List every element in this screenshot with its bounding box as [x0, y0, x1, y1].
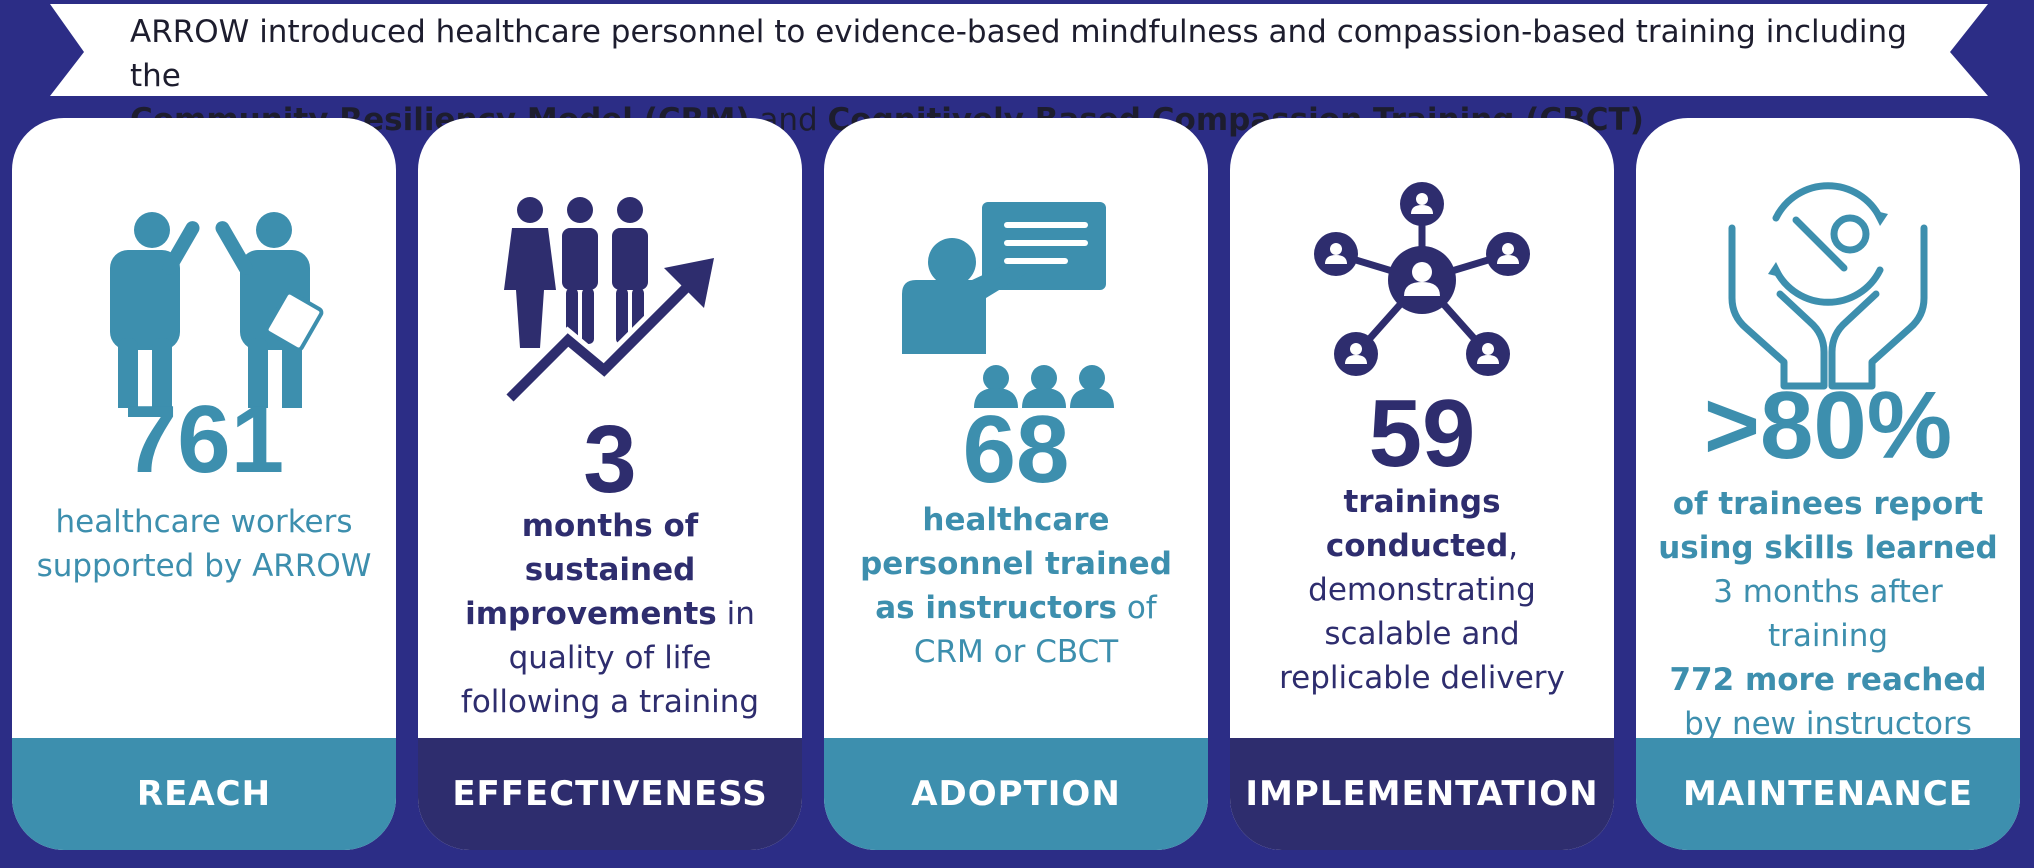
network-icon [1314, 182, 1530, 376]
footer-label: MAINTENANCE [1636, 738, 2020, 850]
stat-description-bold: trainings conducted [1325, 484, 1509, 564]
stat-description-bold-2: 772 more reached [1669, 662, 1987, 698]
stat-value: 59 [1368, 380, 1476, 487]
footer-label: ADOPTION [824, 738, 1208, 850]
banner-ribbon-shape [50, 4, 1988, 96]
stat-description: healthcare personnel trained as instruct… [844, 498, 1188, 674]
card-effectiveness: 3 months of sustained improvements in qu… [418, 118, 802, 850]
stat-value: 68 [962, 396, 1070, 503]
growth-chart-icon [502, 197, 714, 406]
stat-description: months of sustained improvements in qual… [438, 504, 782, 724]
stat-description-rest: of CRM or CBCT [913, 590, 1157, 670]
card-implementation: 59 trainings conducted, demonstrating sc… [1230, 118, 1614, 850]
stat-value: 761 [123, 386, 285, 493]
card-adoption: 68 healthcare personnel trained as instr… [824, 118, 1208, 850]
presentation-icon [902, 202, 1114, 408]
footer-label: REACH [12, 738, 396, 850]
stat-description-rest: in quality of life following a training [460, 596, 760, 720]
footer-label: EFFECTIVENESS [418, 738, 802, 850]
stat-value: >80% [1703, 372, 1953, 479]
banner-line-1: ARROW introduced healthcare personnel to… [130, 14, 1907, 94]
stat-description-rest: , demonstrating scalable and replicable … [1279, 528, 1565, 696]
stat-description-rest: 3 months after training [1713, 574, 1943, 654]
stat-value: 3 [583, 406, 637, 513]
header-banner: ARROW introduced healthcare personnel to… [50, 0, 1988, 138]
stat-description: of trainees report using skills learned … [1656, 482, 2000, 746]
stat-description: trainings conducted, demonstrating scala… [1250, 480, 1594, 700]
maintenance-hands-icon [1728, 182, 1928, 390]
footer-label: IMPLEMENTATION [1230, 738, 1614, 850]
stat-description-bold: healthcare personnel trained as instruct… [860, 502, 1172, 626]
card-reach: 761 healthcare workers supported by ARRO… [12, 118, 396, 850]
stat-description: healthcare workers supported by ARROW [36, 504, 372, 584]
stat-description-bold: months of sustained improvements [465, 508, 717, 632]
healthcare-workers-icon [110, 212, 324, 408]
stat-description-bold: of trainees report using skills learned [1658, 486, 1998, 566]
stat-description-rest-2: by new instructors [1684, 706, 1972, 742]
card-maintenance: >80% of trainees report using skills lea… [1636, 118, 2020, 850]
